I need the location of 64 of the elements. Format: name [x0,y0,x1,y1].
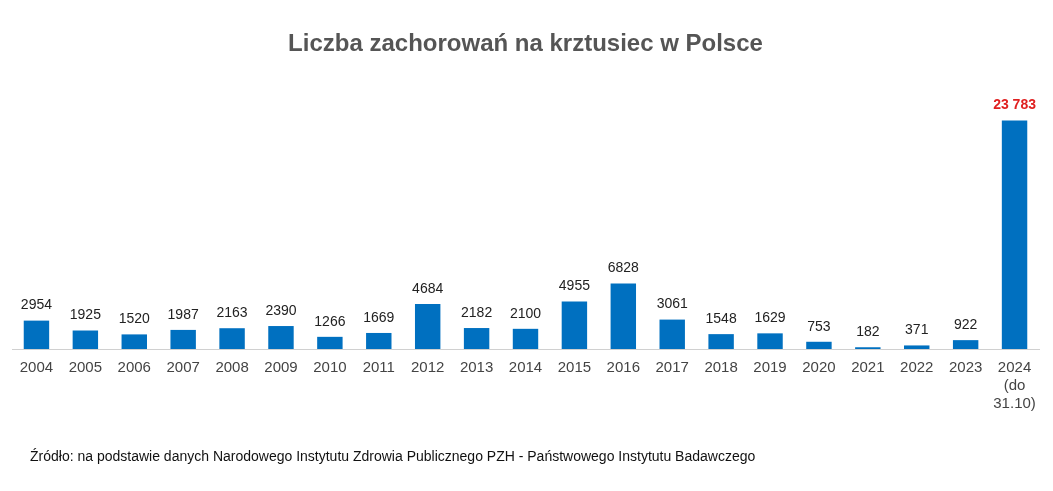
x-tick-label: 2004 [19,358,54,376]
x-tick-label: 2013 [459,358,494,376]
bar [561,301,588,349]
x-tick-label: 2012 [411,358,445,376]
data-label: 1669 [363,308,395,325]
bar [366,332,392,349]
x-tick-label: 2022 [900,358,934,376]
bar [317,336,343,349]
x-tick-label: 2020 [802,358,836,376]
x-tick-label: 2024 (do 31.10) [993,358,1036,412]
bar [1001,120,1028,349]
x-tick-label: 2016 [606,358,640,376]
bar [757,333,783,349]
x-tick-label: 2007 [166,358,200,376]
x-tick-label: 2006 [117,358,151,376]
bar [904,345,930,349]
data-label: 1629 [754,309,786,326]
x-tick-label: 2019 [753,358,787,376]
x-tick-label: 2010 [313,358,347,376]
x-tick-label: 2018 [704,358,738,376]
data-label: 1548 [705,309,737,326]
bar [708,334,734,349]
data-label: 4684 [412,279,444,296]
data-label: 4955 [558,277,591,294]
data-label: 2163 [216,304,248,321]
bar [952,340,979,349]
bar [659,319,685,349]
bar [219,328,245,349]
chart-title: Liczba zachorowań na krztusiec w Polsce [288,29,763,57]
bar [23,320,50,349]
data-label: 2100 [509,304,542,321]
data-label: 922 [953,316,978,332]
data-label: 3061 [656,295,688,312]
data-label: 182 [856,323,880,340]
bar [512,328,539,349]
data-label: 23 783 [993,96,1037,113]
data-label: 753 [807,317,831,334]
bar [268,326,294,349]
x-tick-label: 2009 [264,358,298,376]
x-tick-label: 2021 [851,358,885,376]
data-label: 371 [905,321,929,338]
bar [121,334,147,349]
bar [610,283,637,349]
data-label: 2390 [265,301,297,318]
text: Źródło: na podstawie danych Narodowego Instytutu Zdrowia Publicznego PZH - Państwowego Instytutu Badawczego [30,447,756,464]
x-tick-label: 2023 [948,358,983,376]
x-tick-label: 2005 [68,358,103,376]
bar [72,330,99,349]
bar [806,341,832,349]
x-tick-label: 2014 [508,358,543,376]
data-label: 1987 [167,305,199,322]
bar [414,304,441,349]
data-label: 2954 [20,296,53,313]
data-label: 1925 [69,306,102,323]
x-tick-label: 2011 [362,358,395,376]
data-label: 6828 [607,259,640,276]
x-tick-label: 2017 [655,358,689,376]
x-tick-label: 2008 [215,358,249,376]
data-label: 2182 [461,303,493,320]
data-label: 1266 [314,312,346,329]
bar [170,329,196,349]
data-label: 1520 [118,310,151,327]
x-tick-label: 2015 [557,358,592,376]
bar [463,328,490,349]
